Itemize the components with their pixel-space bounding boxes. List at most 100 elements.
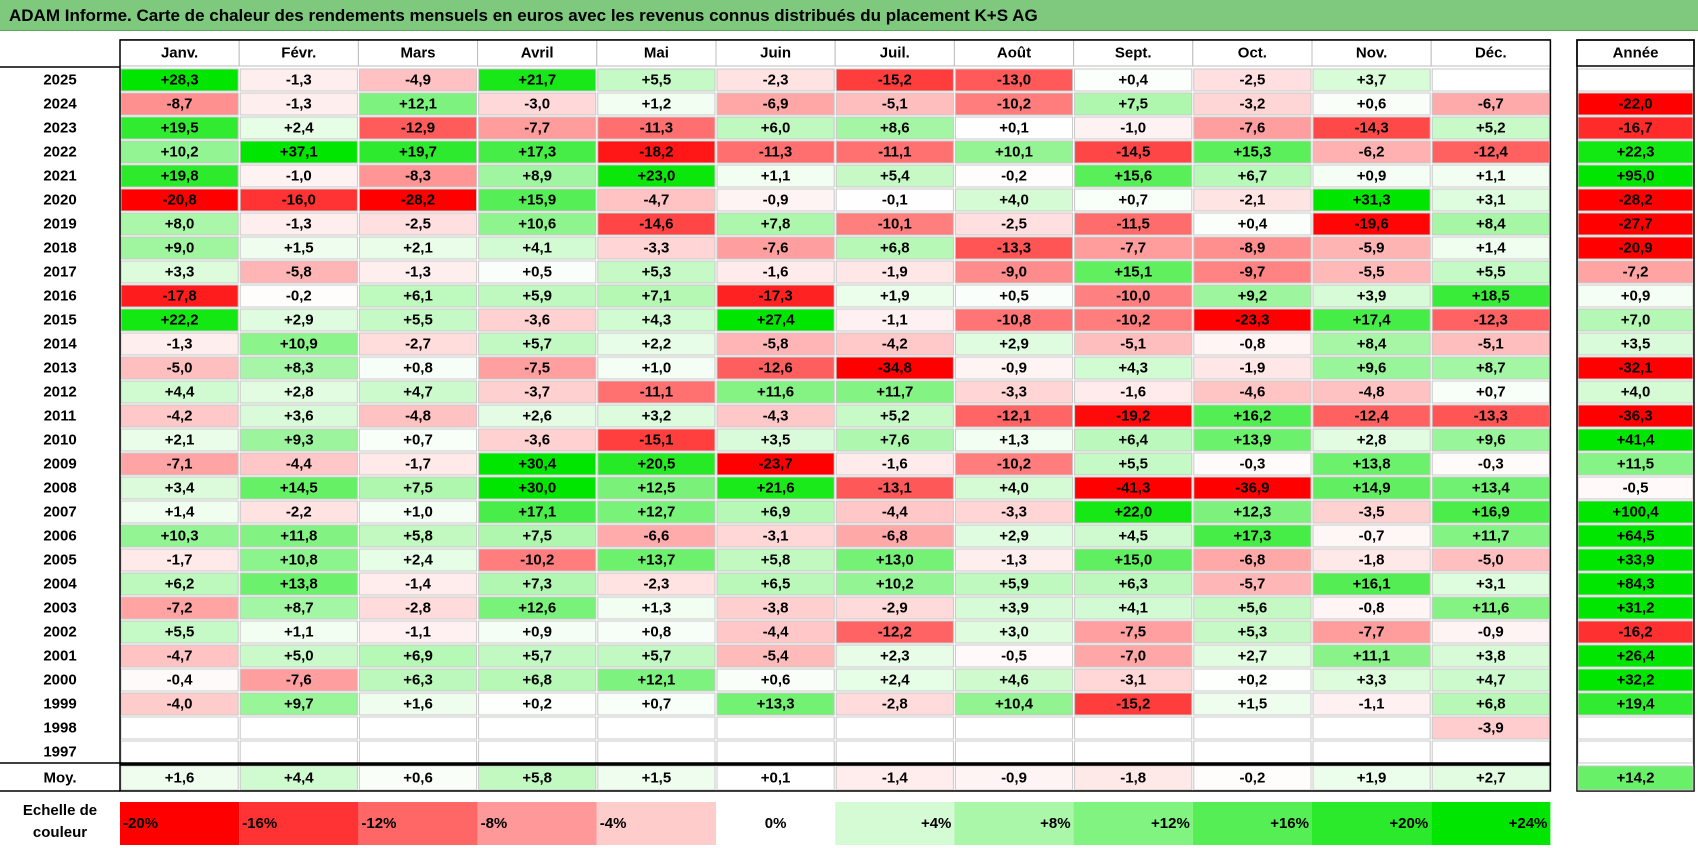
heatmap-cell xyxy=(120,164,239,188)
cell-value: -5,9 xyxy=(1359,240,1385,257)
heatmap-cell xyxy=(716,212,835,236)
cell-value: +1,5 xyxy=(1238,696,1268,713)
heatmap-cell xyxy=(1312,284,1431,308)
annual-cell xyxy=(1577,140,1694,164)
cell-value: +19,7 xyxy=(399,144,437,161)
cell-value: -8,7 xyxy=(167,96,193,113)
cell-value: +1,2 xyxy=(642,96,672,113)
heatmap-cell xyxy=(835,620,954,644)
month-label: Févr. xyxy=(281,45,316,62)
cell-value: -1,6 xyxy=(1120,384,1146,401)
heatmap-cell xyxy=(1074,92,1193,116)
cell-value: +2,1 xyxy=(165,432,195,449)
heatmap-cell xyxy=(358,692,478,716)
year-label: 2016 xyxy=(43,288,76,305)
cell-value: +7,5 xyxy=(522,528,552,545)
heatmap-cell xyxy=(835,212,954,236)
cell-value: +0,2 xyxy=(1238,672,1268,689)
cell-value: +3,3 xyxy=(165,264,195,281)
cell-value: +2,7 xyxy=(1238,648,1268,665)
heatmap-cell xyxy=(597,476,716,500)
heatmap-cell xyxy=(239,332,358,356)
heatmap-cell xyxy=(120,620,239,644)
cell-value: +0,7 xyxy=(1476,384,1506,401)
cell-value: +3,8 xyxy=(1476,648,1506,665)
cell-value: +0,9 xyxy=(1357,168,1387,185)
heatmap-cell xyxy=(1074,404,1193,428)
color-scale-label: -8% xyxy=(481,815,508,832)
annual-value: +41,4 xyxy=(1617,432,1656,449)
heatmap-cell xyxy=(1312,620,1431,644)
heatmap-cell xyxy=(239,404,358,428)
cell-value: -1,4 xyxy=(405,576,432,593)
cell-value: +15,0 xyxy=(1114,552,1152,569)
color-scale-swatch xyxy=(954,802,1074,845)
year-label: 2003 xyxy=(43,600,76,617)
heatmap-cell xyxy=(597,380,716,404)
annual-cell xyxy=(1577,404,1694,428)
cell-value: -13,1 xyxy=(878,480,912,497)
heatmap-cell xyxy=(597,116,716,140)
cell-value: +3,2 xyxy=(642,408,672,425)
heatmap-cell xyxy=(1431,668,1550,692)
heatmap-cell xyxy=(478,740,597,764)
cell-value: -23,3 xyxy=(1235,312,1269,329)
cell-value: +7,8 xyxy=(761,216,791,233)
heatmap-cell xyxy=(478,68,597,92)
heatmap-cell xyxy=(478,692,597,716)
heatmap-cell xyxy=(358,620,478,644)
heatmap-cell xyxy=(954,116,1074,140)
heatmap-cell xyxy=(716,572,835,596)
month-label: Janv. xyxy=(161,45,198,62)
annual-cell xyxy=(1577,476,1694,500)
cell-value: +9,0 xyxy=(165,240,195,257)
annual-cell xyxy=(1577,380,1694,404)
color-scale-label: -12% xyxy=(361,815,396,832)
heatmap-cell xyxy=(1074,524,1193,548)
cell-value: +3,0 xyxy=(999,624,1029,641)
cell-value: -8,3 xyxy=(405,168,431,185)
cell-value: -12,6 xyxy=(758,360,792,377)
heatmap-cell xyxy=(358,428,478,452)
cell-value: -6,2 xyxy=(1359,144,1385,161)
heatmap-cell xyxy=(1312,116,1431,140)
heatmap-cell xyxy=(239,212,358,236)
heatmap-cell xyxy=(478,260,597,284)
year-label: 2012 xyxy=(43,384,76,401)
cell-value: -1,7 xyxy=(167,552,193,569)
cell-value: +6,8 xyxy=(880,240,910,257)
annual-cell xyxy=(1577,692,1694,716)
annual-cell xyxy=(1577,620,1694,644)
cell-value: +4,6 xyxy=(999,672,1029,689)
cell-value: -0,4 xyxy=(167,672,194,689)
heatmap-cell xyxy=(1431,620,1550,644)
heatmap-cell xyxy=(954,644,1074,668)
heatmap-cell xyxy=(954,212,1074,236)
heatmap-cell xyxy=(1193,68,1312,92)
heatmap-cell xyxy=(954,92,1074,116)
average-annual-cell xyxy=(1577,765,1694,791)
heatmap-cell xyxy=(597,524,716,548)
heatmap-cell xyxy=(1193,188,1312,212)
year-label: 2005 xyxy=(43,552,76,569)
heatmap-cell xyxy=(120,452,239,476)
heatmap-cell xyxy=(1431,164,1550,188)
year-label: 2023 xyxy=(43,120,76,137)
heatmap-cell xyxy=(1431,116,1550,140)
cell-value: +4,7 xyxy=(1476,672,1506,689)
cell-value: +2,6 xyxy=(522,408,552,425)
cell-value: +5,3 xyxy=(1238,624,1268,641)
heatmap-cell xyxy=(1431,404,1550,428)
heatmap-cell xyxy=(716,404,835,428)
cell-value: +9,3 xyxy=(284,432,314,449)
cell-value: -6,8 xyxy=(1239,552,1265,569)
month-label: Juin xyxy=(760,45,791,62)
heatmap-cell xyxy=(358,716,478,740)
annual-cell xyxy=(1577,116,1694,140)
cell-value: +8,3 xyxy=(284,360,314,377)
cell-value: +3,3 xyxy=(1357,672,1387,689)
heatmap-cell xyxy=(239,452,358,476)
heatmap-cell xyxy=(239,740,358,764)
heatmap-cell xyxy=(1074,188,1193,212)
